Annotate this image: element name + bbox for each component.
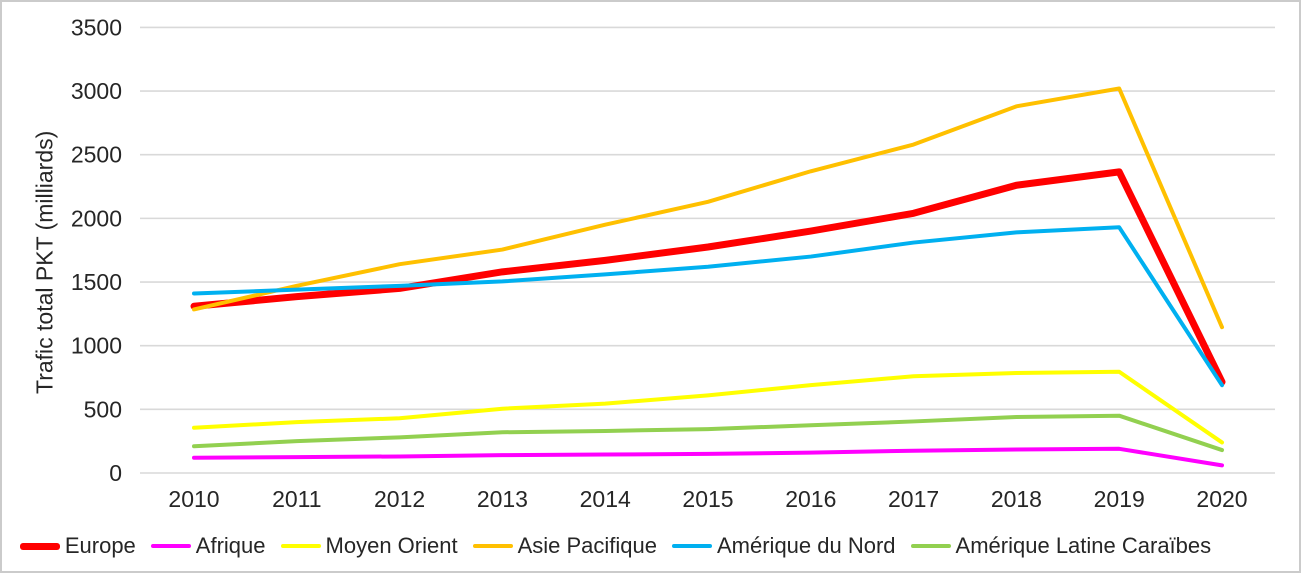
- legend-label-europe: Europe: [64, 533, 136, 558]
- legend-item-am-rique-latine-cara-bes: Amérique Latine Caraïbes: [910, 533, 1212, 559]
- chart-legend: Europe Afrique Moyen Orient Asie Pacifique A…: [2, 529, 1229, 563]
- legend-swatch-afrique: [150, 544, 191, 548]
- y-axis-title: Trafic total PKT (milliards): [31, 130, 58, 394]
- x-tick-label: 2012: [374, 486, 425, 512]
- x-tick-label: 2019: [1094, 486, 1145, 512]
- legend-swatch-asie-pacifique: [472, 544, 513, 548]
- legend-swatch-moyen-orient: [280, 544, 321, 548]
- y-tick-label: 2000: [71, 205, 122, 231]
- legend-swatch-am-rique-latine-cara-bes: [910, 544, 951, 548]
- series-line-am-rique-latine-cara-bes: [192, 413, 1224, 453]
- series-line-europe: [190, 168, 1226, 386]
- x-tick-label: 2011: [272, 486, 321, 512]
- y-tick-label: 2500: [71, 142, 122, 168]
- y-tick-label: 3500: [71, 14, 122, 40]
- x-tick-label: 2014: [580, 486, 631, 512]
- legend-item-europe: Europe: [19, 533, 136, 559]
- series-line-moyen-orient: [192, 369, 1224, 445]
- x-tick-label: 2013: [477, 486, 528, 512]
- y-tick-label: 1000: [71, 333, 122, 359]
- x-tick-label: 2017: [888, 486, 939, 512]
- series-line-afrique: [192, 446, 1224, 468]
- y-tick-label: 0: [109, 460, 122, 486]
- series-line-asie-pacifique: [192, 86, 1224, 330]
- legend-label-moyen-orient: Moyen Orient: [325, 533, 458, 558]
- x-tick-label: 2018: [991, 486, 1042, 512]
- x-tick-label: 2016: [785, 486, 836, 512]
- y-tick-label: 3000: [71, 78, 122, 104]
- legend-label-am-rique-du-nord: Amérique du Nord: [717, 533, 896, 558]
- y-tick-label: 500: [84, 396, 122, 422]
- legend-item-asie-pacifique: Asie Pacifique: [472, 533, 657, 559]
- legend-item-am-rique-du-nord: Amérique du Nord: [672, 533, 896, 559]
- legend-swatch-europe: [19, 542, 60, 550]
- x-tick-label: 2015: [682, 486, 733, 512]
- legend-label-afrique: Afrique: [195, 533, 266, 558]
- series-line-am-rique-du-nord: [192, 225, 1224, 388]
- x-tick-label: 2010: [168, 486, 219, 512]
- legend-item-moyen-orient: Moyen Orient: [280, 533, 458, 559]
- legend-label-asie-pacifique: Asie Pacifique: [517, 533, 657, 558]
- legend-label-am-rique-latine-cara-bes: Amérique Latine Caraïbes: [955, 533, 1212, 558]
- legend-swatch-am-rique-du-nord: [672, 544, 712, 548]
- legend-item-afrique: Afrique: [150, 533, 266, 559]
- x-tick-label: 2020: [1196, 486, 1247, 512]
- y-tick-label: 1500: [71, 269, 122, 295]
